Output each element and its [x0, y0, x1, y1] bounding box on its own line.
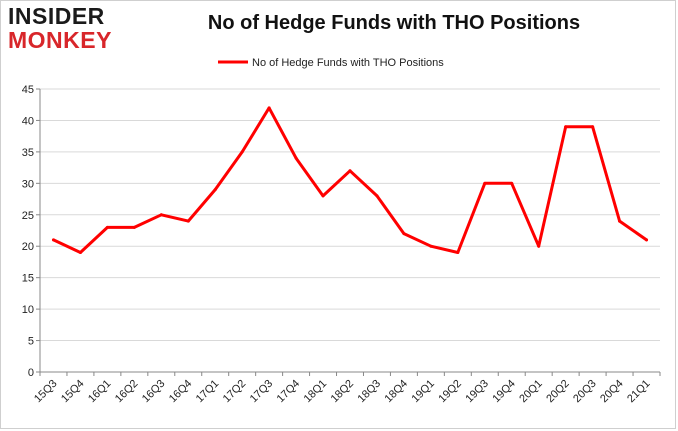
data-point-19Q1 [429, 244, 433, 248]
x-tick-label-19Q3: 19Q3 [463, 378, 491, 406]
x-tick-label-19Q2: 19Q2 [436, 378, 464, 406]
x-tick-label-17Q2: 17Q2 [221, 378, 249, 406]
data-point-19Q4 [510, 181, 514, 185]
data-point-20Q2 [564, 125, 568, 129]
x-tick-label-20Q2: 20Q2 [544, 378, 572, 406]
legend: No of Hedge Funds with THO Positions [218, 57, 444, 69]
x-tick-label-21Q1: 21Q1 [625, 378, 653, 406]
x-tick-label-17Q3: 17Q3 [248, 378, 276, 406]
y-tick-label-40: 40 [22, 115, 34, 127]
y-tick-label-30: 30 [22, 178, 34, 190]
data-point-19Q3 [483, 181, 487, 185]
data-point-18Q2 [348, 169, 352, 173]
y-tick-label-20: 20 [22, 241, 34, 253]
x-tick-label-20Q1: 20Q1 [517, 378, 545, 406]
x-axis: 15Q3 15Q4 16Q1 16Q2 16Q3 16Q4 17Q1 17Q2 17Q3 17Q4… [32, 371, 661, 406]
x-tick-label-15Q4: 15Q4 [59, 378, 87, 406]
y-tick-label-35: 35 [22, 147, 34, 159]
x-tick-label-18Q1: 18Q1 [302, 378, 330, 406]
y-tick-label-10: 10 [22, 304, 34, 316]
insider-monkey-logo: INSIDER MONKEY [8, 4, 128, 54]
data-point-20Q3 [591, 125, 595, 129]
data-point-18Q4 [402, 232, 406, 236]
plot-series [51, 106, 649, 255]
x-tick-label-20Q4: 20Q4 [598, 378, 626, 406]
logo-line-1: INSIDER [8, 3, 105, 29]
data-point-17Q4 [294, 156, 298, 160]
x-tick-label-18Q3: 18Q3 [356, 378, 384, 406]
x-tick-label-20Q3: 20Q3 [571, 378, 599, 406]
data-point-19Q2 [456, 251, 460, 255]
data-point-17Q3 [267, 106, 271, 110]
data-point-18Q1 [321, 194, 325, 198]
gridlines [40, 88, 660, 373]
x-tick-label-17Q1: 17Q1 [194, 378, 222, 406]
data-point-15Q4 [78, 251, 82, 255]
legend-label: No of Hedge Funds with THO Positions [252, 57, 444, 69]
y-tick-label-45: 45 [22, 84, 34, 96]
data-point-21Q1 [645, 238, 649, 242]
x-tick-label-18Q4: 18Q4 [383, 378, 411, 406]
x-tick-label-19Q1: 19Q1 [409, 378, 437, 406]
data-point-18Q3 [375, 194, 379, 198]
x-tick-label-16Q2: 16Q2 [113, 378, 141, 406]
data-point-20Q4 [618, 219, 622, 223]
x-tick-label-18Q2: 18Q2 [329, 378, 357, 406]
x-tick-label-17Q4: 17Q4 [275, 378, 303, 406]
chart-title: No of Hedge Funds with THO Positions [207, 12, 581, 34]
data-point-16Q1 [105, 225, 109, 229]
data-point-16Q4 [186, 219, 190, 223]
data-point-15Q3 [51, 238, 55, 242]
y-tick-label-25: 25 [22, 210, 34, 222]
data-point-16Q2 [132, 225, 136, 229]
x-tick-label-16Q4: 16Q4 [167, 378, 195, 406]
y-tick-label-15: 15 [22, 273, 34, 285]
x-tick-label-15Q3: 15Q3 [32, 378, 60, 406]
x-tick-label-19Q4: 19Q4 [490, 378, 518, 406]
data-point-20Q1 [537, 244, 541, 248]
x-tick-label-16Q1: 16Q1 [86, 378, 114, 406]
y-tick-label-0: 0 [28, 367, 34, 379]
data-point-16Q3 [159, 213, 163, 217]
data-point-17Q1 [213, 188, 217, 192]
x-tick-label-16Q3: 16Q3 [140, 378, 168, 406]
logo-line-2: MONKEY [8, 27, 112, 53]
y-tick-label-5: 5 [28, 336, 34, 348]
data-point-17Q2 [240, 150, 244, 154]
series-line-0 [52, 106, 648, 254]
y-axis: 0 5 10 15 20 25 30 35 40 45 [22, 84, 41, 379]
